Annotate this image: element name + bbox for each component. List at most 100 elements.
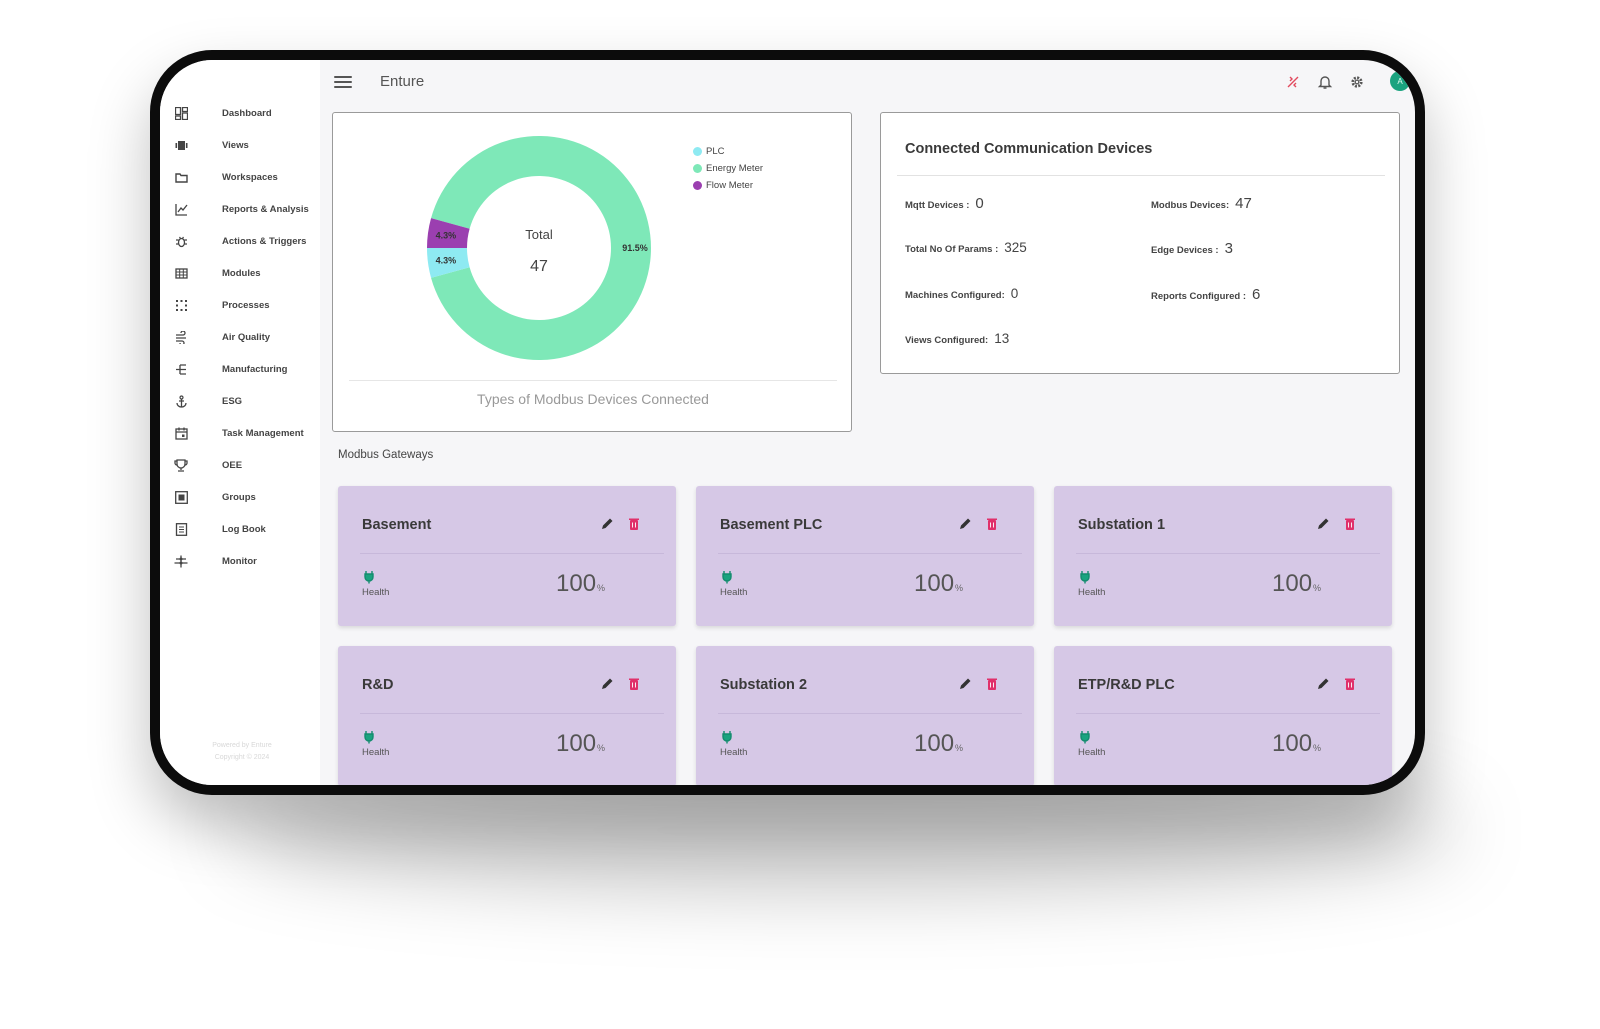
health-value: 100% bbox=[556, 570, 605, 598]
delete-icon[interactable] bbox=[1344, 677, 1356, 691]
plug-icon bbox=[722, 570, 732, 584]
health-percent: 100 bbox=[914, 730, 955, 757]
sidebar-item-label: Air Quality bbox=[222, 331, 271, 343]
bell-icon[interactable] bbox=[1317, 74, 1333, 90]
grid-icon bbox=[174, 266, 188, 280]
divider bbox=[1076, 713, 1380, 714]
edit-icon[interactable] bbox=[600, 677, 614, 691]
stat-total-params: Total No Of Params : 325 bbox=[905, 240, 1027, 255]
sidebar-item-oee[interactable]: OEE bbox=[174, 454, 324, 476]
sidebar-item-modules[interactable]: Modules bbox=[174, 262, 324, 284]
sidebar-item-views[interactable]: Views bbox=[174, 134, 324, 156]
health-percent: 100 bbox=[1272, 570, 1313, 597]
gateway-card[interactable]: Basement Health 100% bbox=[338, 486, 676, 626]
gateway-card[interactable]: Basement PLC Health 100% bbox=[696, 486, 1034, 626]
delete-icon[interactable] bbox=[628, 677, 640, 691]
health-unit: % bbox=[1313, 743, 1322, 753]
calendar-icon bbox=[174, 426, 188, 440]
gateway-card[interactable]: ETP/R&D PLC Health 100% bbox=[1054, 646, 1392, 785]
sidebar-item-label: Groups bbox=[222, 491, 256, 503]
sidebar-item-groups[interactable]: Groups bbox=[174, 486, 324, 508]
donut-slice-plc-label: 4.3% bbox=[436, 256, 457, 266]
plug-icon bbox=[364, 730, 374, 744]
health-percent: 100 bbox=[556, 730, 597, 757]
health-unit: % bbox=[597, 583, 606, 593]
app-title: Enture bbox=[380, 73, 425, 90]
health-percent: 100 bbox=[914, 570, 955, 597]
gateway-name: ETP/R&D PLC bbox=[1078, 677, 1175, 693]
sidebar-item-label: Processes bbox=[222, 299, 270, 311]
donut-slice-flow-meter[interactable] bbox=[427, 218, 470, 248]
health-unit: % bbox=[955, 583, 964, 593]
donut-center-value: 47 bbox=[530, 258, 548, 275]
tools-icon[interactable] bbox=[1285, 74, 1301, 90]
gateway-card[interactable]: Substation 2 Health 100% bbox=[696, 646, 1034, 785]
legend-item-energy-meter[interactable]: Energy Meter bbox=[693, 160, 763, 177]
app-screen: Dashboard Views Workspaces Reports & Ana… bbox=[160, 60, 1415, 785]
health-value: 100% bbox=[914, 570, 963, 598]
divider bbox=[718, 553, 1022, 554]
stat-value: 13 bbox=[994, 331, 1010, 346]
stat-value: 0 bbox=[975, 195, 984, 212]
sidebar-item-reports[interactable]: Reports & Analysis bbox=[174, 198, 324, 220]
health-label: Health bbox=[1078, 747, 1106, 758]
legend-item-plc[interactable]: PLC bbox=[693, 143, 763, 160]
stat-label: Edge Devices : bbox=[1151, 245, 1219, 256]
sidebar-item-task-management[interactable]: Task Management bbox=[174, 422, 324, 444]
sidebar-item-label: Actions & Triggers bbox=[222, 235, 307, 247]
legend-label: Flow Meter bbox=[706, 180, 753, 191]
gateway-card[interactable]: Substation 1 Health 100% bbox=[1054, 486, 1392, 626]
stat-label: Mqtt Devices : bbox=[905, 200, 970, 211]
legend-swatch bbox=[693, 181, 702, 190]
donut-slice-energy-meter[interactable] bbox=[431, 136, 651, 360]
stat-edge-devices: Edge Devices : 3 bbox=[1151, 240, 1233, 257]
delete-icon[interactable] bbox=[986, 677, 998, 691]
plug-icon bbox=[1080, 730, 1090, 744]
edit-icon[interactable] bbox=[600, 517, 614, 531]
sidebar-item-label: ESG bbox=[222, 395, 243, 407]
modbus-gateways-title: Modbus Gateways bbox=[338, 449, 434, 461]
tree-icon bbox=[174, 362, 188, 376]
edit-icon[interactable] bbox=[1316, 517, 1330, 531]
gear-icon[interactable] bbox=[1349, 74, 1365, 90]
health-label: Health bbox=[362, 587, 390, 598]
sidebar-item-label: Modules bbox=[222, 267, 261, 279]
edit-icon[interactable] bbox=[958, 677, 972, 691]
footer-powered-by: Powered by Enture bbox=[212, 742, 272, 749]
donut-slice-plc[interactable] bbox=[427, 248, 470, 278]
sidebar-item-label: Reports & Analysis bbox=[222, 203, 309, 215]
gateway-card[interactable]: R&D Health 100% bbox=[338, 646, 676, 785]
sidebar-item-label: Dashboard bbox=[222, 107, 272, 119]
sidebar-item-processes[interactable]: Processes bbox=[174, 294, 324, 316]
sidebar-item-esg[interactable]: ESG bbox=[174, 390, 324, 412]
edit-icon[interactable] bbox=[958, 517, 972, 531]
sidebar-item-actions[interactable]: Actions & Triggers bbox=[174, 230, 324, 252]
stat-value: 0 bbox=[1010, 286, 1019, 301]
gateway-name: Substation 1 bbox=[1078, 517, 1166, 533]
sidebar-item-monitor[interactable]: Monitor bbox=[174, 550, 324, 572]
health-value: 100% bbox=[914, 730, 963, 758]
sidebar-item-workspaces[interactable]: Workspaces bbox=[174, 166, 324, 188]
avatar[interactable]: A bbox=[1390, 71, 1410, 91]
sidebar-item-log-book[interactable]: Log Book bbox=[174, 518, 324, 540]
chart-caption: Types of Modbus Devices Connected bbox=[349, 380, 837, 407]
legend-item-flow-meter[interactable]: Flow Meter bbox=[693, 177, 763, 194]
plug-icon bbox=[364, 570, 374, 584]
stat-value: 325 bbox=[1004, 240, 1027, 255]
stat-value: 3 bbox=[1224, 240, 1233, 257]
sidebar-item-air-quality[interactable]: Air Quality bbox=[174, 326, 324, 348]
bug-icon bbox=[174, 234, 188, 248]
groups-icon bbox=[174, 490, 188, 504]
sidebar-item-dashboard[interactable]: Dashboard bbox=[174, 102, 324, 124]
delete-icon[interactable] bbox=[628, 517, 640, 531]
delete-icon[interactable] bbox=[1344, 517, 1356, 531]
edit-icon[interactable] bbox=[1316, 677, 1330, 691]
donut-center-label: Total bbox=[525, 227, 553, 242]
health-percent: 100 bbox=[1272, 730, 1313, 757]
sidebar-item-manufacturing[interactable]: Manufacturing bbox=[174, 358, 324, 380]
delete-icon[interactable] bbox=[986, 517, 998, 531]
menu-icon[interactable] bbox=[334, 73, 352, 89]
top-bar: Enture A bbox=[320, 60, 1415, 106]
air-icon bbox=[174, 330, 188, 344]
divider bbox=[897, 175, 1385, 176]
